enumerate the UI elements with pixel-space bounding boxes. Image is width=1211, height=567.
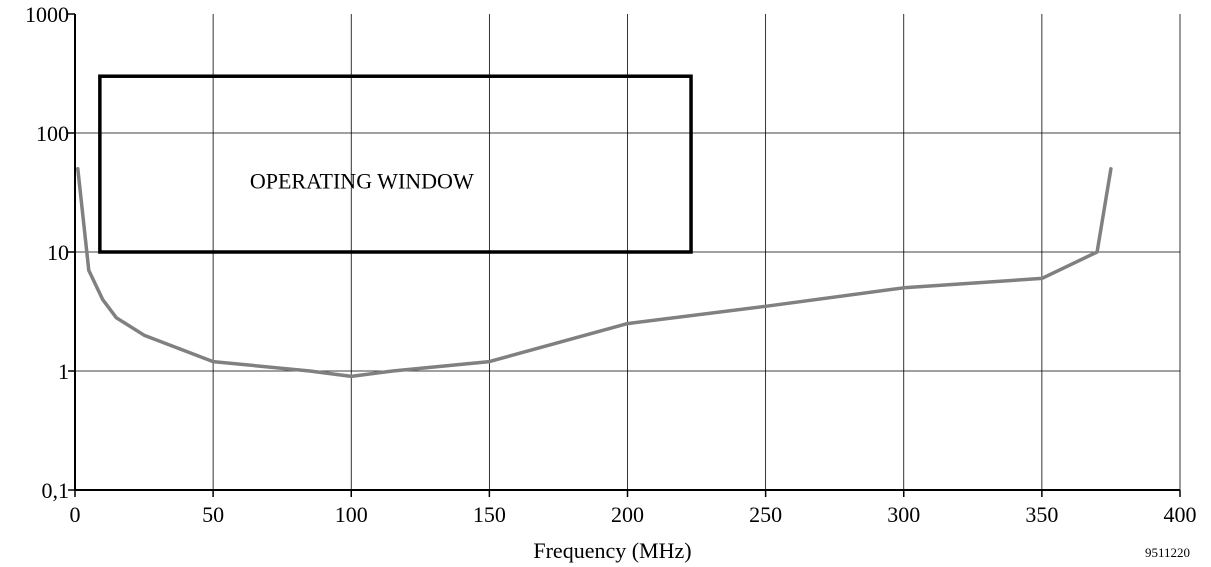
axis-layer: 0 50 100 150 200 250 300 350 400 0,1 1 10 100 1000 <box>25 2 1197 527</box>
series-line <box>76 167 1113 379</box>
y-tick-label: 1000 <box>25 2 69 27</box>
x-tick-label: 350 <box>1025 502 1058 527</box>
x-axis-title: Frequency (MHz) <box>533 538 691 563</box>
x-tick-label: 0 <box>70 502 81 527</box>
label-layer: Frequency (MHz) 9511220 <box>533 538 1190 563</box>
x-tick-label: 50 <box>202 502 224 527</box>
y-tick-label: 10 <box>47 240 69 265</box>
x-tick-label: 100 <box>335 502 368 527</box>
x-tick-label: 150 <box>473 502 506 527</box>
grid-layer <box>75 14 1181 490</box>
x-tick-label: 200 <box>611 502 644 527</box>
operating-window-box <box>98 74 693 254</box>
y-tick-label: 0,1 <box>42 478 70 503</box>
x-tick-label: 250 <box>749 502 782 527</box>
x-tick-label: 400 <box>1164 502 1197 527</box>
annotation-layer: OPERATING WINDOW <box>98 74 693 254</box>
series-layer <box>76 167 1113 379</box>
x-tick-label: 300 <box>887 502 920 527</box>
y-tick-label: 1 <box>58 359 69 384</box>
operating-window-label: OPERATING WINDOW <box>250 168 474 193</box>
y-tick-label: 100 <box>36 121 69 146</box>
figure-code: 9511220 <box>1145 545 1190 560</box>
